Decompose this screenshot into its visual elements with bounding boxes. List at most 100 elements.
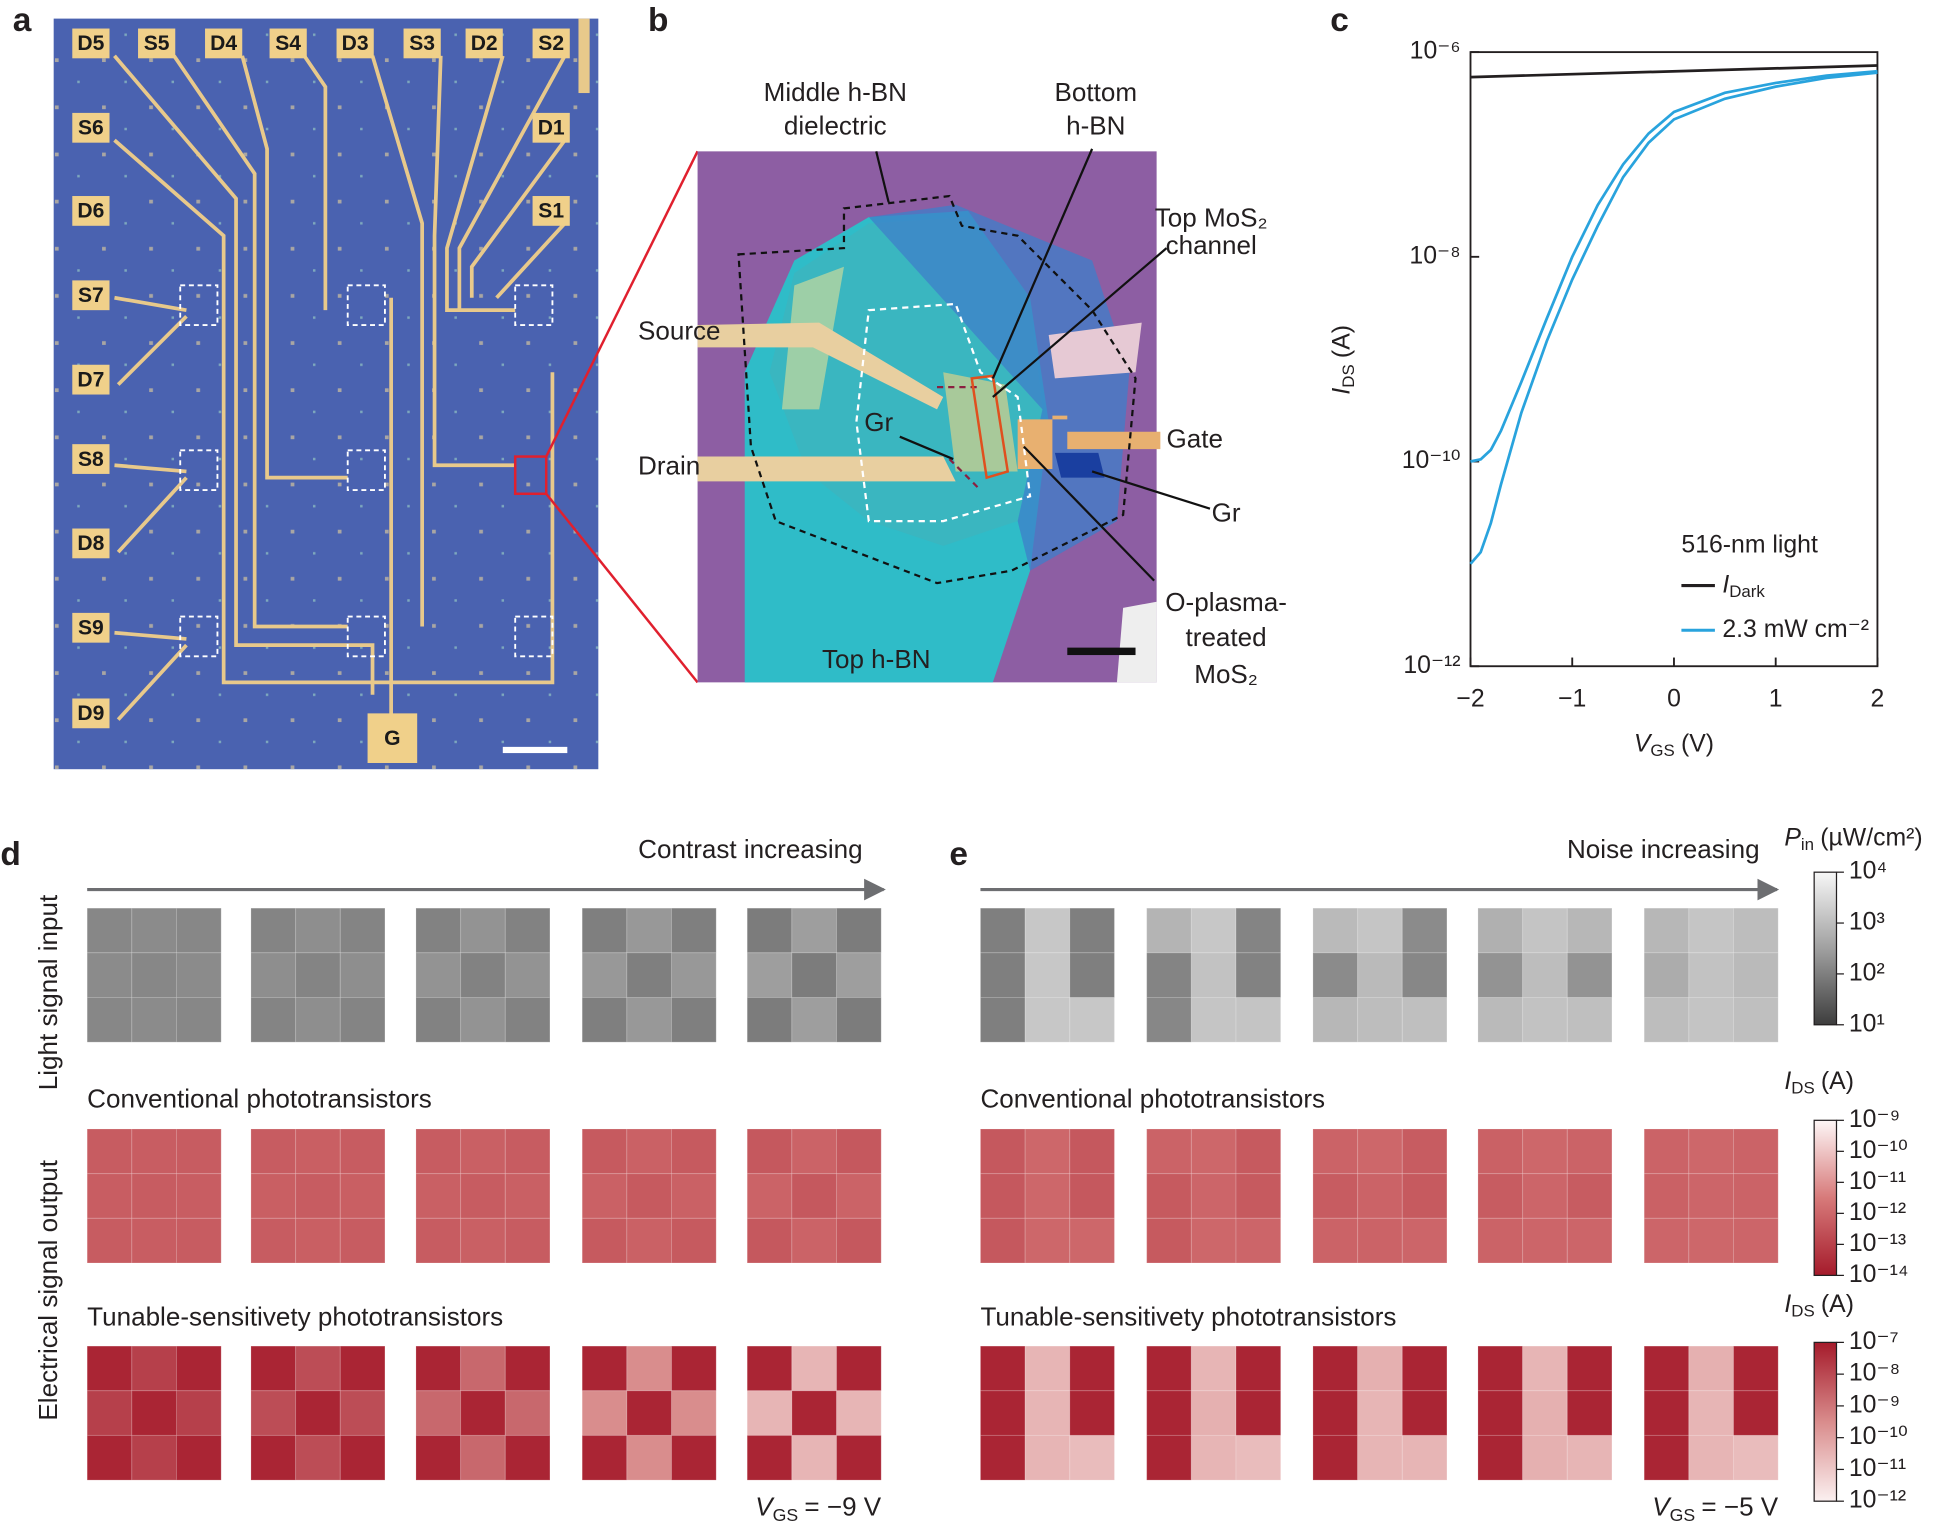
arrow-label: Contrast increasing [638,834,862,864]
heatmap-cell [295,1434,341,1481]
pad [532,196,570,226]
heatmap-cell [460,1128,506,1175]
pad-label: D6 [77,200,104,223]
heatmap-cell [791,1390,838,1436]
heatmap-cell [1312,907,1359,954]
label: Top h-BN [822,644,931,674]
heatmap-cell [131,1217,177,1264]
heatmap-cell [295,996,341,1043]
heatmap-cell [339,1217,386,1264]
heatmap-cell [1024,952,1071,998]
heatmap-cell [86,1173,133,1219]
heatmap-cell [1235,1390,1282,1436]
heatmap-cell [86,1217,133,1264]
heatmap-cell [1643,1434,1690,1481]
heatmap-cell [1477,996,1524,1043]
heatmap-cell [250,1390,297,1436]
heatmap-cell [504,1390,551,1436]
heatmap-cell [979,1128,1026,1175]
heatmap-cell [1146,996,1192,1043]
pad [532,28,570,59]
pad-label: S3 [409,32,435,55]
heatmap-cell [415,1217,462,1264]
gate-pad [367,713,418,763]
heatmap-cell [1566,907,1613,954]
heatmap-cell [791,952,838,998]
heatmap-cell [295,1217,341,1264]
label: Gr [864,407,893,437]
heatmap-cell [1235,1434,1282,1481]
colorbar-tick-label: 10⁻¹¹ [1849,1455,1906,1482]
heatmap-cell [1357,996,1403,1043]
heatmap-cell [1235,907,1282,954]
heatmap-cell [1357,1345,1403,1392]
heatmap-cell [339,1390,386,1436]
heatmap-cell [581,952,628,998]
pad [72,364,110,395]
heatmap-cell [339,1128,386,1175]
heatmap-cell [1566,1128,1613,1175]
heatmap-cell [671,1345,717,1392]
colorbar-title-part: I [1784,1291,1791,1318]
vgs-label-part: V [1652,1492,1672,1522]
heatmap-cell [1069,996,1115,1043]
heatmap-cell [1069,952,1115,998]
heatmap-cell [626,996,673,1043]
x-tick-label: 0 [1667,685,1681,712]
heatmap-cell [581,1434,628,1481]
vgs-label-part: V [755,1492,775,1522]
pad [403,28,441,59]
heatmap-cell [1190,996,1237,1043]
pad-label: S1 [538,200,564,223]
panel-label: e [949,836,968,873]
heatmap-cell [295,1345,341,1392]
heatmap-cell [176,1128,222,1175]
heatmap-cell [339,907,386,954]
legend-label-part: I [1722,571,1729,598]
heatmap-cell [746,996,793,1043]
pad-label: D4 [210,32,237,55]
heatmap-cell [86,1128,133,1175]
pad [72,612,110,643]
pad [72,698,110,729]
pads: D5 S5 D4 S4 D3 S3 D2 S2 S6 D1 D6 S1 S7 D7 S8 D8 S9 D9 G [72,28,570,763]
heatmap-cell [671,952,717,998]
legend-title: 516-nm light [1681,531,1818,558]
heatmap-cell [626,1128,673,1175]
heatmap-cell [1643,1173,1690,1219]
heatmap-cell [295,907,341,954]
heatmap-cell [836,1173,882,1219]
panel-label: b [648,2,668,39]
label: Top MoS₂ [1155,202,1268,232]
x-tick-label: 2 [1871,685,1885,712]
heatmap-cell [86,1390,133,1436]
heatmap-cell [1643,996,1690,1043]
heatmap-cell [1643,907,1690,954]
pad-label: D7 [77,368,104,391]
y-axis-label-part: (A) [1328,325,1355,358]
heatmap-cell [1312,1173,1359,1219]
y-tick-label: 10⁻⁶ [1410,38,1461,65]
heatmap-cell [1401,996,1448,1043]
heatmap-cell [836,1434,882,1481]
heatmap-cell [791,1345,838,1392]
heatmap-cell [1146,1345,1192,1392]
heatmap-cell [1146,907,1192,954]
heatmap-cell [1235,1128,1282,1175]
heatmap-cell [131,1173,177,1219]
heatmap-cell [1146,1128,1192,1175]
heatmap-cell [1069,1217,1115,1264]
heatmap-cell [671,1217,717,1264]
heatmap-cell [250,1434,297,1481]
heatmap-cell [746,1390,793,1436]
colorbar-tick-label: 10⁻¹⁰ [1849,1423,1908,1450]
heatmap-cell [460,1173,506,1219]
x-axis-label: VGS (V) [1634,730,1714,760]
heatmap-cell [1024,907,1071,954]
heatmap-cell [1401,952,1448,998]
pad [532,112,570,143]
heatmap-cell [250,996,297,1043]
heatmap-cell [176,907,222,954]
heatmap-cell [1688,996,1735,1043]
